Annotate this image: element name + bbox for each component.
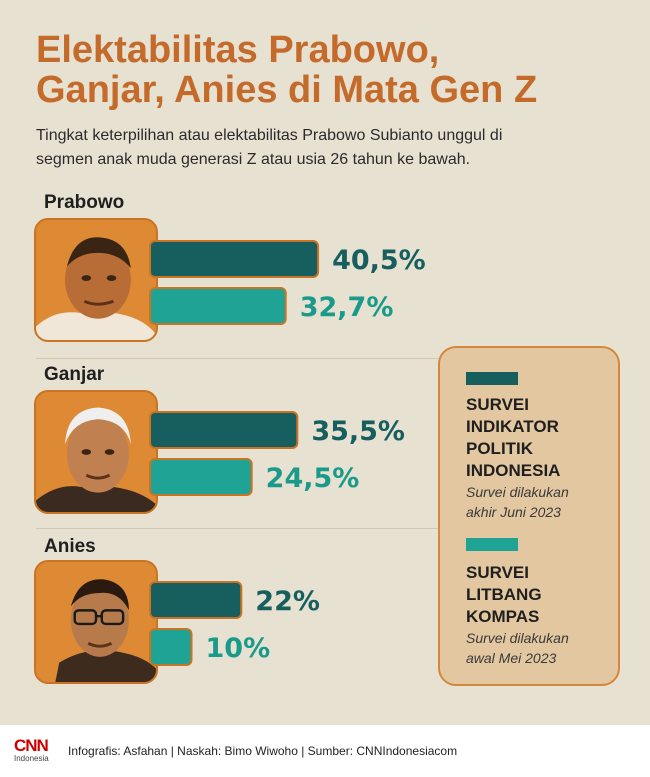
- legend-title-line: SURVEI: [466, 563, 529, 582]
- bar-anies-series-1: [149, 581, 243, 619]
- candidate-name-anies: Anies: [44, 536, 96, 557]
- footer: CNN Indonesia Infografis: Asfahan | Nask…: [0, 725, 650, 777]
- legend-title-line: INDIKATOR: [466, 417, 559, 436]
- logo-main-text: CNN: [14, 736, 49, 755]
- legend-title-line: POLITIK: [466, 439, 534, 458]
- bar-prabowo-series-2: [149, 287, 287, 325]
- data-label-anies-series-1: 22%: [255, 586, 320, 617]
- footer-credits: Infografis: Asfahan | Naskah: Bimo Wiwoh…: [68, 744, 458, 758]
- title-line-1: Elektabilitas Prabowo,: [36, 29, 440, 71]
- legend-title-line: LITBANG: [466, 585, 542, 604]
- legend-title-kompas: SURVEI LITBANG KOMPAS: [466, 562, 616, 628]
- legend-note-line: akhir Juni 2023: [466, 504, 561, 520]
- section-divider: [36, 358, 606, 359]
- subtitle: Tingkat keterpilihan atau elektabilitas …: [36, 124, 626, 172]
- data-label-prabowo-series-2: 32,7%: [300, 292, 394, 323]
- legend-swatch-kompas: [466, 538, 518, 551]
- legend-swatch-indikator: [466, 372, 518, 385]
- legend-title-indikator: SURVEI INDIKATOR POLITIK INDONESIA: [466, 394, 616, 482]
- legend: SURVEI INDIKATOR POLITIK INDONESIA Surve…: [438, 346, 620, 686]
- data-label-ganjar-series-2: 24,5%: [266, 463, 360, 494]
- prabowo-portrait: [34, 218, 158, 342]
- section-divider: [36, 528, 606, 529]
- bar-ganjar-series-2: [149, 458, 253, 496]
- page-title: Elektabilitas Prabowo, Ganjar, Anies di …: [36, 30, 636, 110]
- legend-note-indikator: Survei dilakukan akhir Juni 2023: [466, 482, 616, 522]
- legend-title-line: KOMPAS: [466, 607, 540, 626]
- ganjar-portrait: [34, 390, 158, 514]
- subtitle-line-1: Tingkat keterpilihan atau elektabilitas …: [36, 127, 503, 144]
- candidate-name-prabowo: Prabowo: [44, 192, 125, 213]
- bar-prabowo-series-1: [149, 240, 320, 278]
- title-line-2: Ganjar, Anies di Mata Gen Z: [36, 69, 538, 111]
- legend-title-line: INDONESIA: [466, 461, 561, 480]
- legend-note-line: Survei dilakukan: [466, 630, 569, 646]
- cnn-indonesia-logo: CNN Indonesia: [14, 736, 54, 766]
- candidate-name-ganjar: Ganjar: [44, 364, 105, 385]
- data-label-ganjar-series-1: 35,5%: [311, 416, 405, 447]
- data-label-anies-series-2: 10%: [206, 633, 271, 664]
- subtitle-line-2: segmen anak muda generasi Z atau usia 26…: [36, 151, 471, 168]
- legend-title-line: SURVEI: [466, 395, 529, 414]
- bar-ganjar-series-1: [149, 411, 299, 449]
- anies-portrait: [34, 560, 158, 684]
- bar-anies-series-2: [149, 628, 193, 666]
- data-label-prabowo-series-1: 40,5%: [332, 245, 426, 276]
- legend-note-line: Survei dilakukan: [466, 484, 569, 500]
- legend-note-line: awal Mei 2023: [466, 650, 557, 666]
- logo-sub-text: Indonesia: [14, 754, 49, 763]
- legend-note-kompas: Survei dilakukan awal Mei 2023: [466, 628, 616, 668]
